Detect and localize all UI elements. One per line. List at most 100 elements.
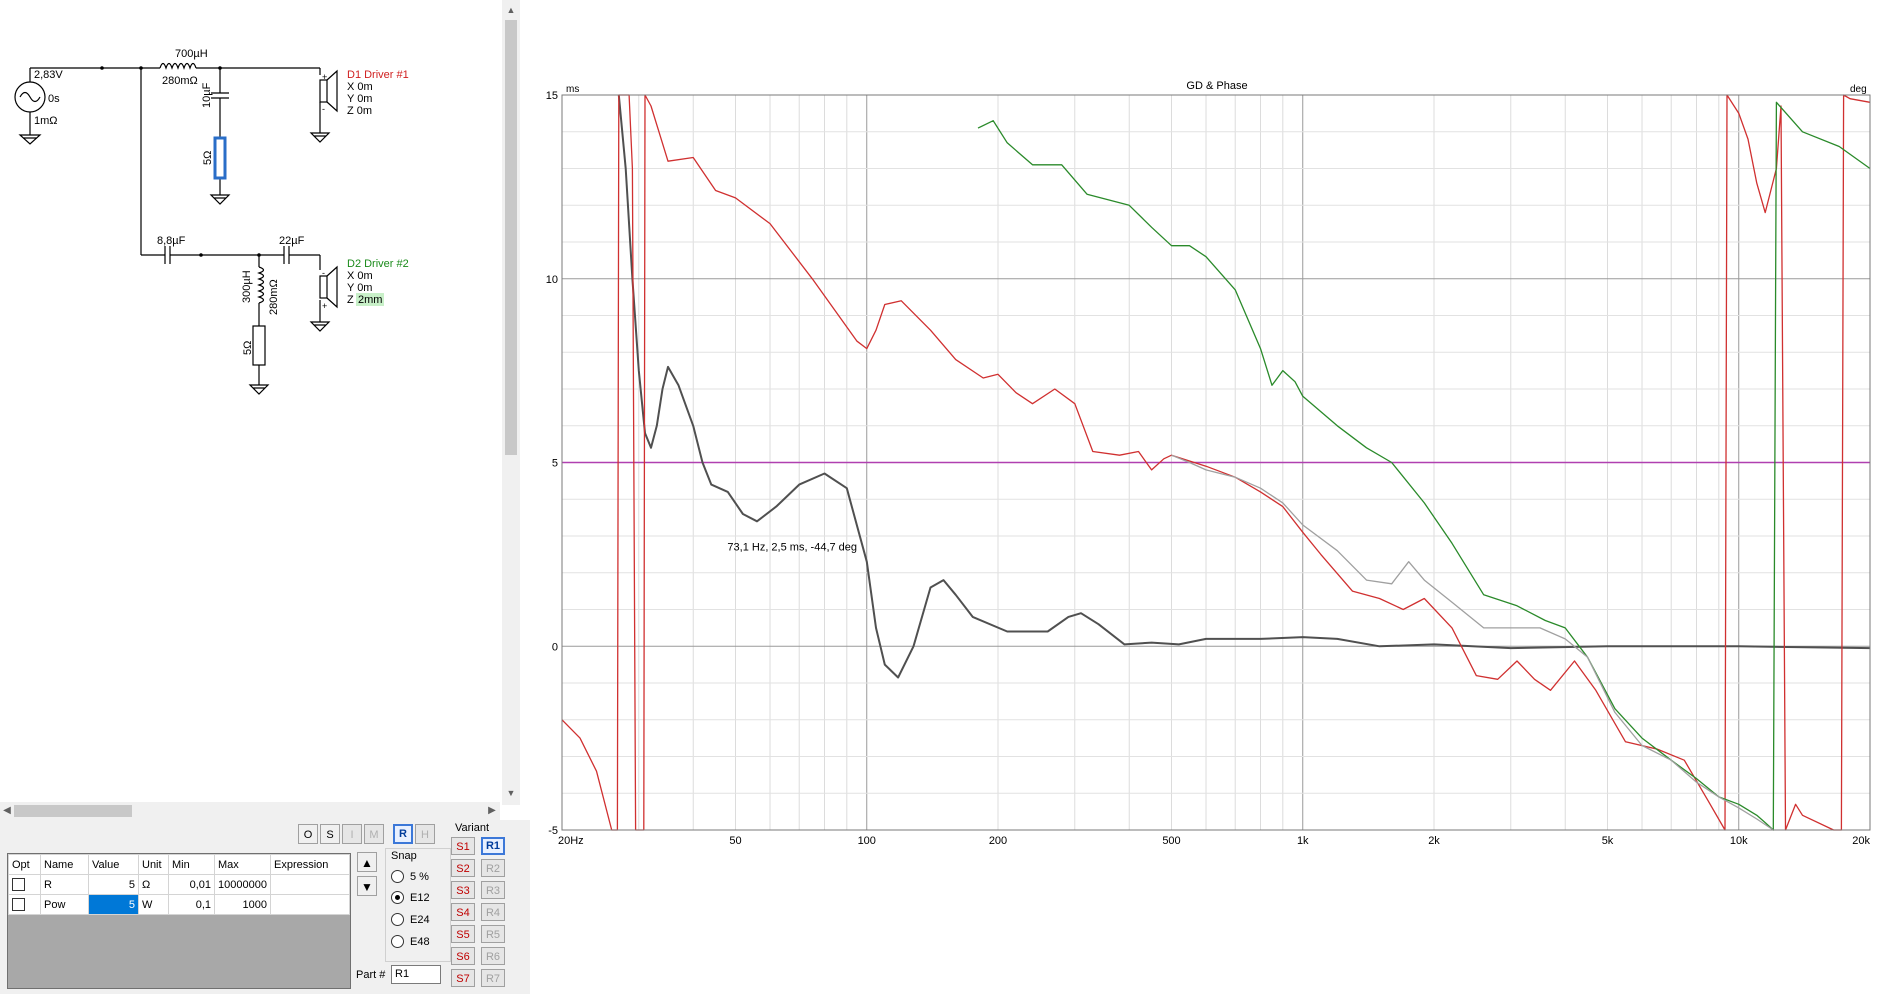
series-line-2 xyxy=(561,94,1871,831)
variant-s2-button[interactable]: S2 xyxy=(451,859,475,877)
x-tick-label: 200 xyxy=(989,835,1007,847)
series-layer xyxy=(561,94,1871,831)
variant-r5-button[interactable]: R5 xyxy=(481,925,505,943)
variant-s5-button[interactable]: S5 xyxy=(451,925,475,943)
snap-option-5pct[interactable]: 5 % xyxy=(391,870,429,883)
svg-text:+: + xyxy=(322,72,327,82)
variant-r7-button[interactable]: R7 xyxy=(481,969,505,987)
snap-group xyxy=(385,848,451,962)
move-down-button[interactable]: ▼ xyxy=(357,876,377,896)
l2-resistance: 280mΩ xyxy=(268,279,280,315)
scroll-down-icon[interactable]: ▼ xyxy=(506,788,516,798)
resistor-r1[interactable] xyxy=(213,136,227,180)
variant-r4-button[interactable]: R4 xyxy=(481,903,505,921)
x-tick-label: 20Hz xyxy=(558,835,584,847)
variant-r1-button[interactable]: R1 xyxy=(481,837,505,855)
driver1-z: Z 0m xyxy=(347,105,372,117)
x-tick-label: 1k xyxy=(1297,835,1309,847)
variant-s3-button[interactable]: S3 xyxy=(451,881,475,899)
table-row[interactable]: Pow 5 W 0,1 1000 xyxy=(8,894,350,915)
param-name: R xyxy=(40,874,89,895)
col-value[interactable]: Value xyxy=(88,854,139,875)
radio-selected-icon[interactable] xyxy=(391,891,404,904)
param-unit: W xyxy=(138,894,169,915)
chart-title: GD & Phase xyxy=(1186,80,1247,92)
opt-checkbox[interactable] xyxy=(12,898,25,911)
variant-r3-button[interactable]: R3 xyxy=(481,881,505,899)
param-name: Pow xyxy=(40,894,89,915)
opt-checkbox[interactable] xyxy=(12,878,25,891)
param-min[interactable]: 0,01 xyxy=(168,874,215,895)
l1-value: 700µH xyxy=(175,48,208,60)
source-resistance: 1mΩ xyxy=(34,115,58,127)
r1-value: 5Ω xyxy=(202,151,214,165)
toolbar-m-button[interactable]: M xyxy=(364,824,384,844)
toolbar-s-button[interactable]: S xyxy=(320,824,340,844)
variant-r2-button[interactable]: R2 xyxy=(481,859,505,877)
col-max[interactable]: Max xyxy=(214,854,271,875)
parameter-grid[interactable]: Opt Name Value Unit Min Max Expression R… xyxy=(7,853,351,989)
gd-phase-chart[interactable]: GD & Phase ms deg 20Hz 50 100 200 500 1k 2k 5k 1… xyxy=(530,0,1882,994)
x-tick-label: 20k xyxy=(1852,835,1870,847)
y-tick-label: 0 xyxy=(552,641,558,653)
col-opt[interactable]: Opt xyxy=(8,854,41,875)
y-tick-label: 10 xyxy=(546,274,558,286)
variant-s1-button[interactable]: S1 xyxy=(451,837,475,855)
table-row[interactable]: R 5 Ω 0,01 10000000 xyxy=(8,874,350,895)
l2-value: 300µH xyxy=(241,270,253,303)
snap-option-e12[interactable]: E12 xyxy=(391,891,430,904)
variant-label: Variant xyxy=(455,822,490,834)
y-axis-unit: ms xyxy=(566,84,579,95)
l1-resistance: 280mΩ xyxy=(162,75,198,87)
radio-icon[interactable] xyxy=(391,870,404,883)
variant-s4-button[interactable]: S4 xyxy=(451,903,475,921)
schematic-hscroll[interactable]: ◀ ▶ xyxy=(0,802,500,820)
radio-icon[interactable] xyxy=(391,935,404,948)
radio-icon[interactable] xyxy=(391,913,404,926)
col-unit[interactable]: Unit xyxy=(138,854,169,875)
scroll-left-icon[interactable]: ◀ xyxy=(3,805,11,816)
vscroll-thumb[interactable] xyxy=(505,20,517,455)
part-number-input[interactable]: R1 xyxy=(391,965,441,984)
toolbar-r-button[interactable]: R xyxy=(393,824,413,844)
param-value[interactable]: 5 xyxy=(88,874,139,895)
schematic-vscroll[interactable]: ▲ ▼ xyxy=(502,0,520,805)
x-tick-label: 10k xyxy=(1730,835,1748,847)
driver1-y: Y 0m xyxy=(347,93,372,105)
x-tick-label: 500 xyxy=(1162,835,1180,847)
param-unit: Ω xyxy=(138,874,169,895)
variant-s6-button[interactable]: S6 xyxy=(451,947,475,965)
toolbar-o-button[interactable]: O xyxy=(298,824,318,844)
y2-axis-unit: deg xyxy=(1850,84,1867,95)
driver1-x: X 0m xyxy=(347,81,373,93)
x-tick-label: 50 xyxy=(729,835,741,847)
param-expression[interactable] xyxy=(270,874,350,895)
scroll-right-icon[interactable]: ▶ xyxy=(488,805,496,816)
param-max[interactable]: 1000 xyxy=(214,894,271,915)
driver2-z-value[interactable]: 2mm xyxy=(358,294,382,306)
toolbar-h-button[interactable]: H xyxy=(415,824,435,844)
col-expression[interactable]: Expression xyxy=(270,854,350,875)
hscroll-thumb[interactable] xyxy=(14,805,132,817)
col-min[interactable]: Min xyxy=(168,854,215,875)
param-max[interactable]: 10000000 xyxy=(214,874,271,895)
scroll-up-icon[interactable]: ▲ xyxy=(506,5,516,15)
snap-option-e48[interactable]: E48 xyxy=(391,935,430,948)
y-tick-label: 5 xyxy=(552,458,558,470)
snap-option-e24[interactable]: E24 xyxy=(391,913,430,926)
variant-r6-button[interactable]: R6 xyxy=(481,947,505,965)
move-up-button[interactable]: ▲ xyxy=(357,852,377,872)
param-expression[interactable] xyxy=(270,894,350,915)
param-min[interactable]: 0,1 xyxy=(168,894,215,915)
x-tick-label: 2k xyxy=(1428,835,1440,847)
driver2-z-label: Z xyxy=(347,294,354,306)
param-value[interactable]: 5 xyxy=(88,894,139,915)
toolbar-i-button[interactable]: I xyxy=(342,824,362,844)
snap-label: Snap xyxy=(391,850,417,862)
variant-s7-button[interactable]: S7 xyxy=(451,969,475,987)
schematic-canvas[interactable]: 2,83V 0s 1mΩ 700µH 280mΩ 10µF 5Ω D1 Driv… xyxy=(0,0,500,805)
x-tick-label: 100 xyxy=(858,835,876,847)
svg-text:+: + xyxy=(322,301,327,311)
col-name[interactable]: Name xyxy=(40,854,89,875)
